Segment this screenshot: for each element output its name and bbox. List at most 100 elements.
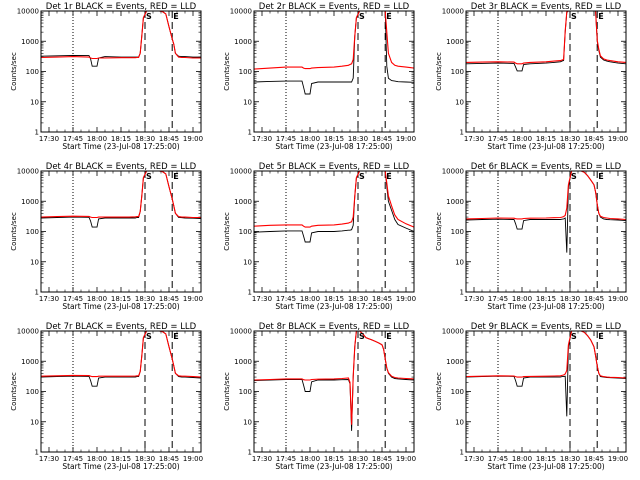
y-tick-label: 100 — [239, 388, 252, 396]
series-line-events — [254, 11, 414, 95]
x-tick-label: 17:45 — [488, 135, 508, 143]
x-tick-label: 18:00 — [87, 455, 107, 463]
y-tick-label: 10000 — [442, 168, 464, 176]
start-marker-label: S — [359, 332, 365, 341]
x-tick-label: 18:30 — [348, 295, 368, 303]
y-tick-label: 10000 — [442, 8, 464, 16]
y-tick-label: 10 — [243, 98, 252, 106]
y-axis-label: Counts/sec — [435, 372, 443, 411]
series-group — [41, 11, 201, 67]
x-tick-label: 17:45 — [63, 135, 83, 143]
y-tick-label: 10 — [30, 418, 39, 426]
y-tick-label: 10000 — [230, 168, 252, 176]
x-tick-label: 18:30 — [348, 455, 368, 463]
detector-panel-9: Det 9r BLACK = Events, RED = LLD 1 10 100 10… — [435, 322, 628, 471]
panel-title: Det 1r BLACK = Events, RED = LLD — [46, 2, 197, 12]
series-group — [466, 171, 626, 253]
x-tick-label: 19:00 — [608, 295, 628, 303]
end-marker-label: E — [173, 12, 178, 21]
y-tick-label: 1000 — [234, 198, 252, 206]
series-group — [254, 11, 414, 95]
x-tick-label: 19:00 — [608, 455, 628, 463]
x-axis-label: Start Time (23-Jul-08 17:25:00) — [62, 462, 179, 471]
end-marker-label: E — [598, 172, 603, 181]
y-tick-label: 10 — [30, 98, 39, 106]
x-tick-label: 19:00 — [183, 455, 203, 463]
x-tick-label: 18:15 — [324, 135, 344, 143]
y-axis-label: Counts/sec — [435, 212, 443, 251]
plot-frame — [465, 170, 627, 293]
y-axis-label: Counts/sec — [10, 52, 18, 91]
detector-panel-2: Det 2r BLACK = Events, RED = LLD 1 10 100 10… — [223, 2, 416, 151]
x-axis-label: Start Time (23-Jul-08 17:25:00) — [62, 302, 179, 311]
plot-frame — [253, 10, 415, 133]
x-tick-label: 18:15 — [536, 295, 556, 303]
series-line-lld — [254, 171, 414, 228]
x-tick-label: 18:00 — [300, 135, 320, 143]
x-tick-label: 18:45 — [159, 455, 179, 463]
y-tick-label: 1000 — [446, 358, 464, 366]
x-tick-label: 18:00 — [300, 455, 320, 463]
x-tick-label: 17:30 — [39, 135, 59, 143]
panel-title: Det 9r BLACK = Events, RED = LLD — [471, 322, 622, 332]
x-tick-label: 18:30 — [135, 135, 155, 143]
detector-panel-5: Det 5r BLACK = Events, RED = LLD 1 10 100 10… — [223, 162, 416, 311]
x-axis-label: Start Time (23-Jul-08 17:25:00) — [275, 302, 392, 311]
plot-frame — [465, 10, 627, 133]
series-group — [41, 171, 201, 228]
y-tick-label: 1 — [248, 289, 252, 297]
y-tick-label: 10000 — [17, 328, 39, 336]
y-tick-label: 10000 — [230, 328, 252, 336]
series-line-lld — [41, 171, 201, 219]
series-line-events — [254, 171, 414, 243]
y-tick-label: 1000 — [21, 38, 39, 46]
series-line-lld — [254, 331, 414, 425]
y-tick-label: 10 — [243, 258, 252, 266]
x-tick-label: 17:45 — [63, 295, 83, 303]
y-axis-label: Counts/sec — [10, 212, 18, 251]
x-axis-label: Start Time (23-Jul-08 17:25:00) — [275, 462, 392, 471]
end-marker-label: E — [386, 172, 391, 181]
x-tick-label: 19:00 — [183, 295, 203, 303]
y-tick-label: 10000 — [17, 8, 39, 16]
y-tick-label: 100 — [239, 228, 252, 236]
y-tick-label: 1000 — [446, 198, 464, 206]
y-tick-label: 1000 — [21, 198, 39, 206]
series-group — [466, 331, 626, 417]
x-tick-label: 19:00 — [396, 295, 416, 303]
y-tick-label: 1000 — [446, 38, 464, 46]
end-marker-label: E — [386, 332, 391, 341]
series-line-events — [254, 331, 414, 431]
y-tick-label: 1 — [35, 289, 39, 297]
y-tick-label: 100 — [451, 388, 464, 396]
y-tick-label: 1 — [460, 289, 464, 297]
x-tick-label: 18:45 — [584, 135, 604, 143]
series-line-lld — [466, 331, 626, 379]
x-tick-label: 19:00 — [608, 135, 628, 143]
plot-frame — [253, 170, 415, 293]
x-tick-label: 18:45 — [372, 295, 392, 303]
x-tick-label: 18:15 — [324, 455, 344, 463]
x-tick-label: 17:30 — [252, 135, 272, 143]
y-tick-label: 100 — [26, 388, 39, 396]
x-tick-label: 18:45 — [159, 295, 179, 303]
y-tick-label: 100 — [26, 68, 39, 76]
y-tick-label: 1 — [35, 129, 39, 137]
x-tick-label: 18:30 — [560, 455, 580, 463]
x-tick-label: 18:00 — [300, 295, 320, 303]
series-line-events — [466, 331, 626, 417]
series-group — [254, 171, 414, 243]
start-marker-label: S — [146, 12, 152, 21]
x-axis-label: Start Time (23-Jul-08 17:25:00) — [487, 462, 604, 471]
y-tick-label: 1000 — [234, 358, 252, 366]
y-tick-label: 1 — [460, 129, 464, 137]
y-tick-label: 100 — [26, 228, 39, 236]
x-tick-label: 18:30 — [135, 455, 155, 463]
plot-frame — [40, 10, 202, 133]
y-tick-label: 10 — [455, 418, 464, 426]
end-marker-label: E — [386, 12, 391, 21]
x-tick-label: 18:45 — [584, 455, 604, 463]
plot-frame — [465, 330, 627, 453]
panel-title: Det 4r BLACK = Events, RED = LLD — [46, 162, 197, 172]
end-marker-label: E — [598, 12, 603, 21]
